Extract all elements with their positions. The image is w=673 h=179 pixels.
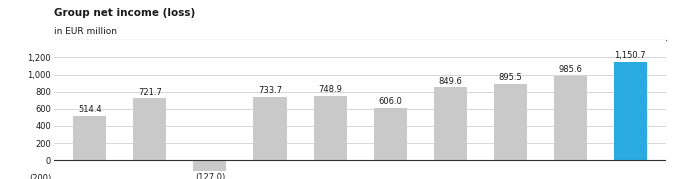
Text: Group net income (loss): Group net income (loss) [54,8,195,18]
Text: 849.6: 849.6 [438,77,462,86]
Text: 985.6: 985.6 [559,65,582,74]
Text: 895.5: 895.5 [498,73,522,82]
Text: (127.0): (127.0) [194,173,225,179]
Text: 514.4: 514.4 [78,105,102,114]
Bar [614,62,647,160]
Text: 721.7: 721.7 [138,88,162,96]
Bar [554,76,587,160]
Bar [254,97,287,160]
Bar [374,108,406,160]
Text: in EUR million: in EUR million [54,27,117,36]
Bar [494,84,527,160]
Bar [193,160,226,171]
Text: 606.0: 606.0 [378,97,402,106]
Bar [314,96,347,160]
Text: 748.9: 748.9 [318,85,342,94]
Bar [73,116,106,160]
Text: 733.7: 733.7 [258,86,282,95]
Text: 1,150.7: 1,150.7 [614,51,646,60]
Bar [433,88,466,160]
Bar [133,98,166,160]
